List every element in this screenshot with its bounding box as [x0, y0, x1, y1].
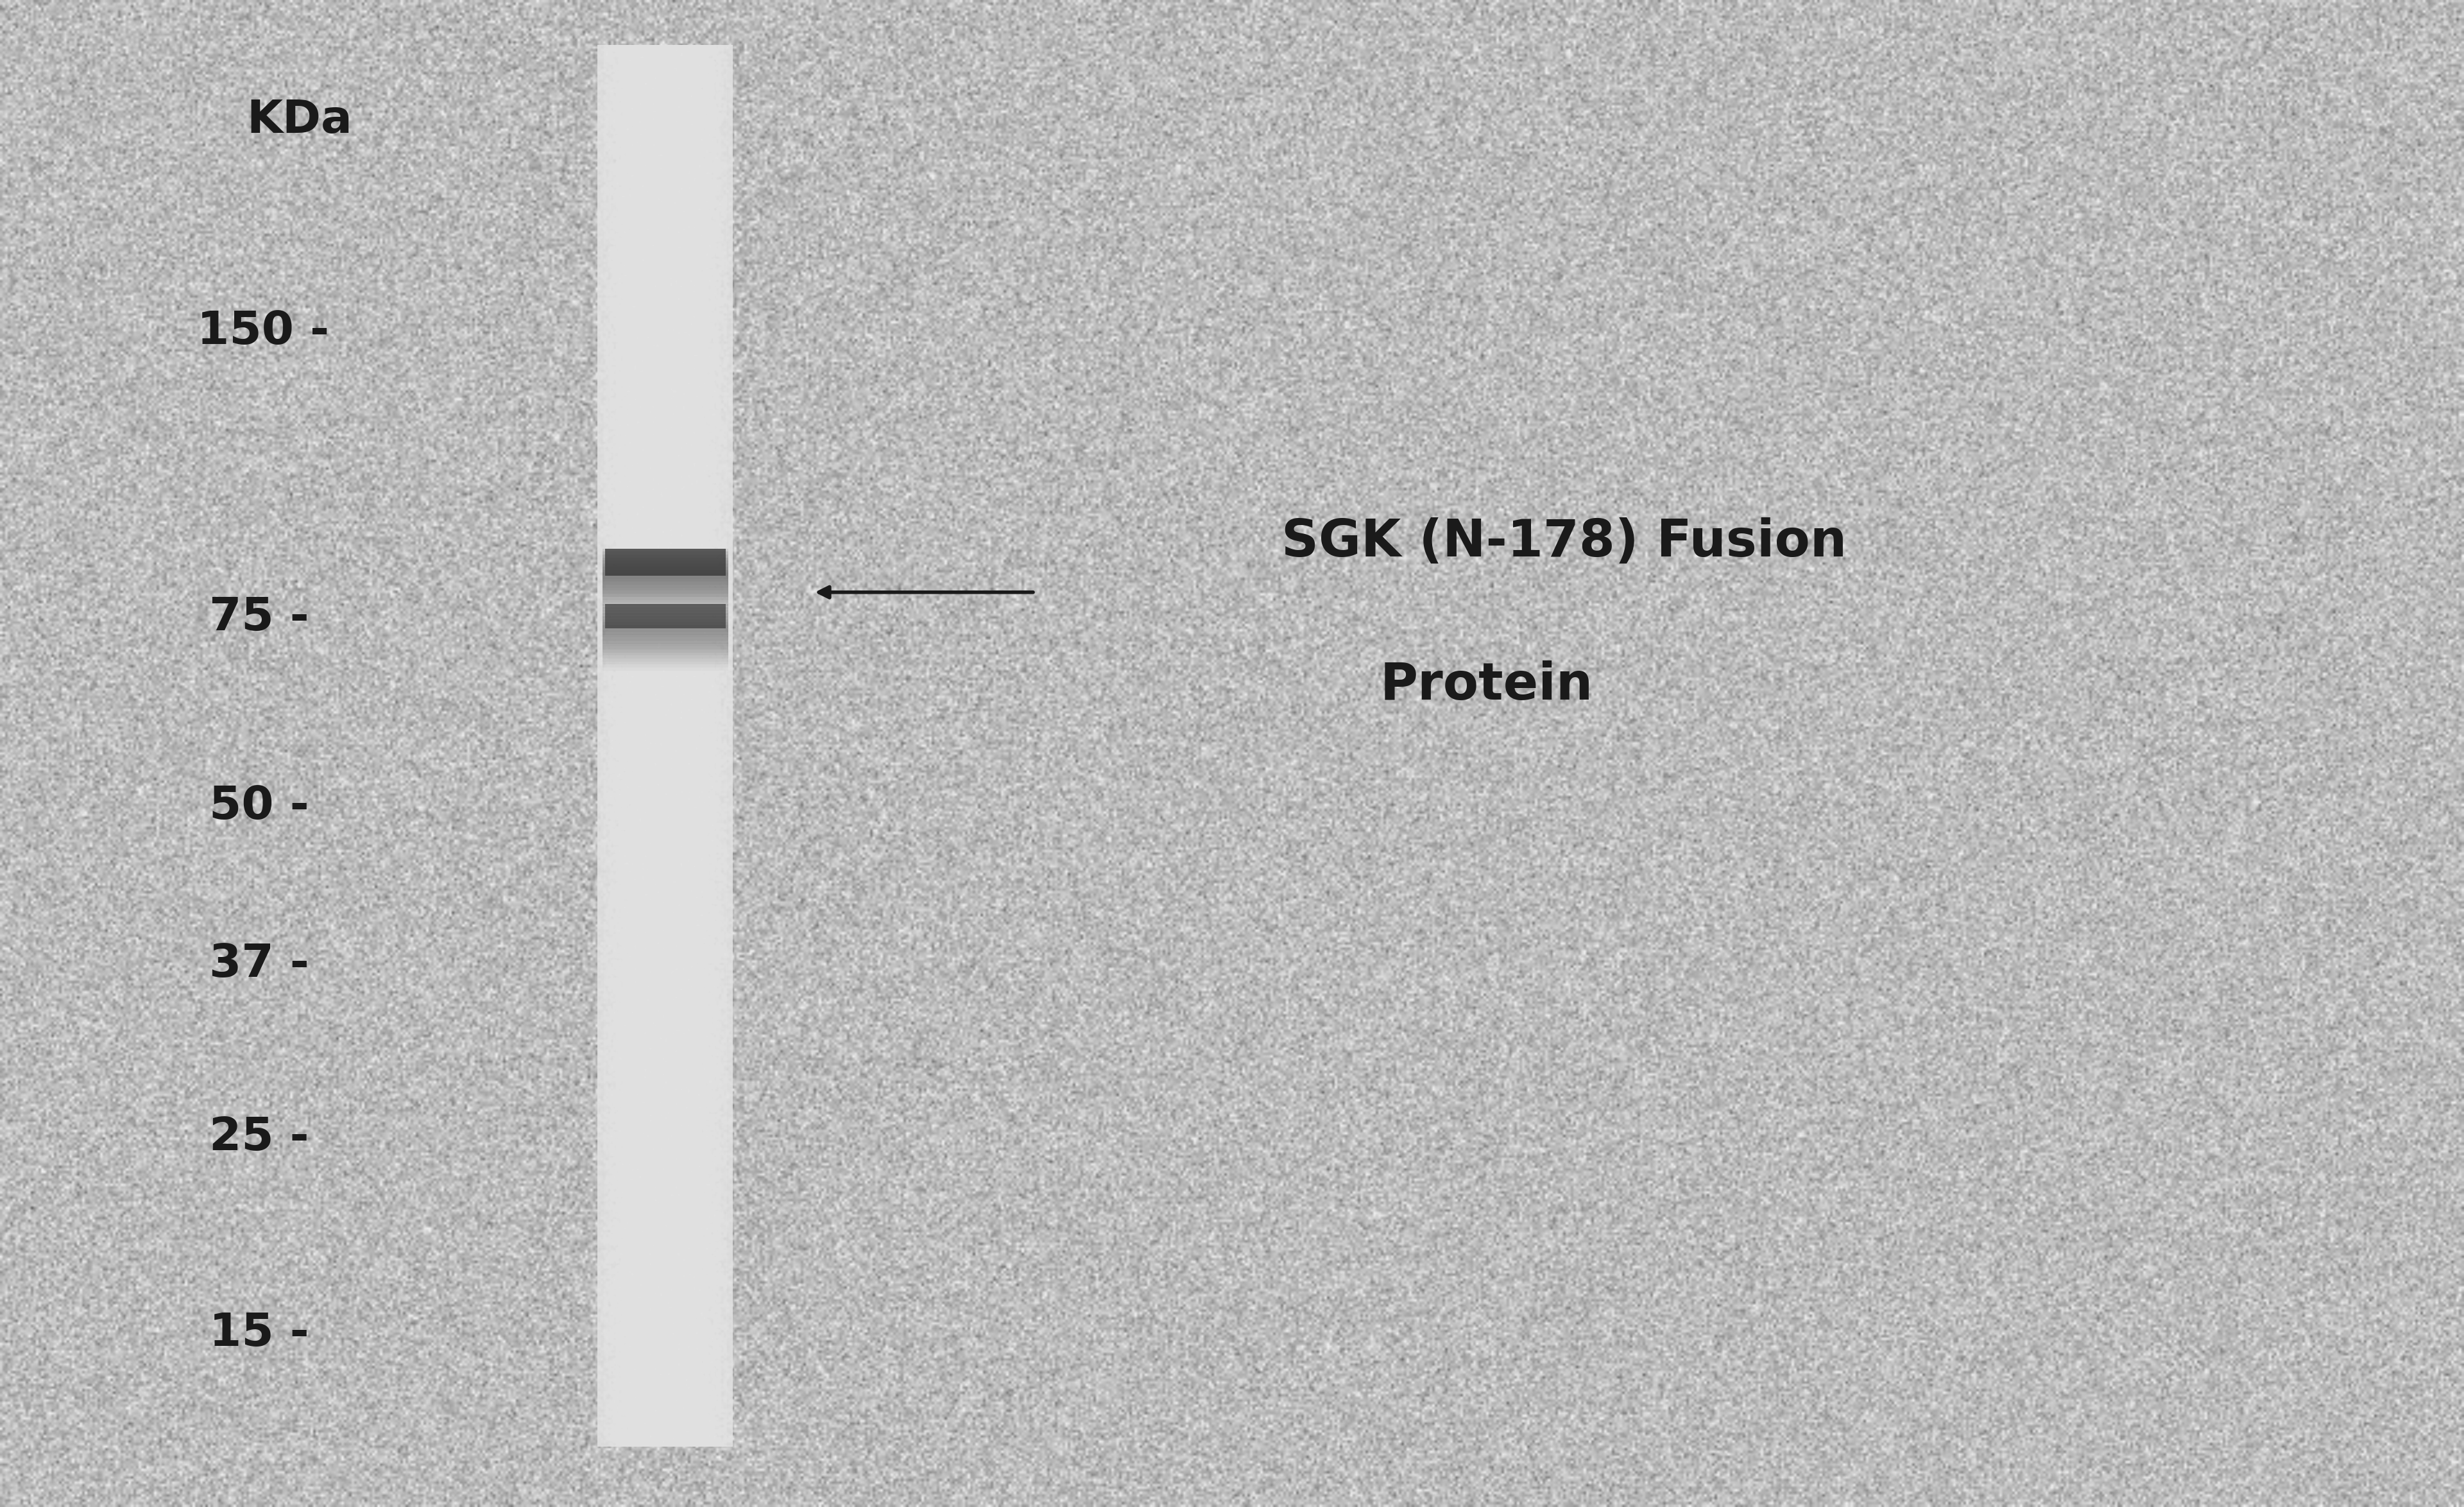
FancyBboxPatch shape: [604, 579, 729, 606]
FancyBboxPatch shape: [604, 549, 729, 576]
FancyBboxPatch shape: [604, 558, 729, 585]
FancyBboxPatch shape: [604, 628, 729, 653]
Text: Protein: Protein: [1380, 660, 1592, 711]
FancyBboxPatch shape: [604, 573, 729, 600]
Text: 15 -: 15 -: [209, 1311, 310, 1356]
FancyBboxPatch shape: [604, 604, 729, 628]
Text: 25 -: 25 -: [209, 1115, 308, 1160]
FancyBboxPatch shape: [604, 625, 729, 650]
Text: 150 -: 150 -: [197, 309, 330, 354]
FancyBboxPatch shape: [604, 570, 729, 597]
FancyBboxPatch shape: [599, 45, 734, 1447]
FancyBboxPatch shape: [604, 631, 729, 656]
FancyBboxPatch shape: [604, 555, 729, 582]
Text: 37 -: 37 -: [209, 942, 310, 987]
Text: 75 -: 75 -: [209, 595, 310, 640]
FancyBboxPatch shape: [604, 564, 729, 591]
FancyBboxPatch shape: [604, 567, 729, 594]
FancyBboxPatch shape: [604, 552, 729, 579]
FancyBboxPatch shape: [604, 613, 729, 637]
FancyBboxPatch shape: [604, 561, 729, 588]
FancyBboxPatch shape: [604, 616, 729, 640]
FancyBboxPatch shape: [606, 604, 727, 628]
FancyBboxPatch shape: [604, 610, 729, 634]
Text: SGK (N-178) Fusion: SGK (N-178) Fusion: [1281, 517, 1846, 568]
Text: KDa: KDa: [246, 98, 352, 143]
FancyBboxPatch shape: [604, 576, 729, 603]
FancyBboxPatch shape: [604, 607, 729, 631]
FancyBboxPatch shape: [604, 582, 729, 609]
FancyBboxPatch shape: [604, 619, 729, 643]
FancyBboxPatch shape: [604, 622, 729, 647]
FancyBboxPatch shape: [606, 549, 727, 576]
Text: 50 -: 50 -: [209, 784, 310, 829]
FancyBboxPatch shape: [604, 634, 729, 659]
